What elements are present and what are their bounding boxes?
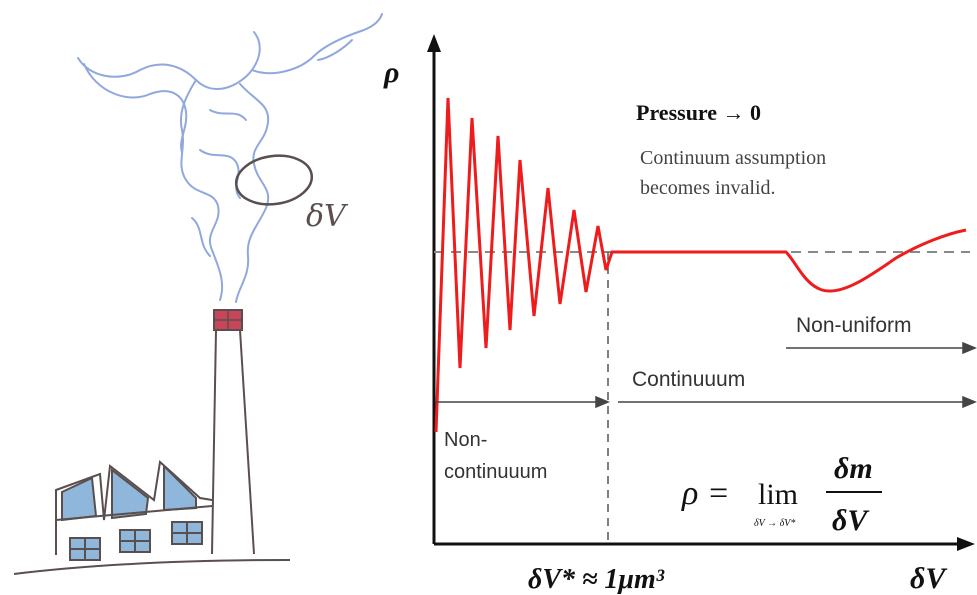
formula-lim: lim <box>758 478 798 511</box>
factory-sketch: δV <box>13 13 383 575</box>
pressure-note: Pressure → 0 Continuum assumption become… <box>636 100 826 199</box>
non-uniform-label: Non-uniform <box>796 314 912 337</box>
chimney <box>211 309 255 555</box>
density-formula: ρ = lim δV → δV* δm δV <box>681 452 882 537</box>
continuum-label: Continuuum <box>632 368 745 391</box>
x-axis-label: δV <box>910 562 948 595</box>
non-continuum-label-line1: Non- <box>444 429 487 451</box>
pressure-note-line2: becomes invalid. <box>640 177 776 199</box>
ground-line <box>13 559 291 575</box>
formula-denominator: δV <box>832 504 870 537</box>
density-plot: ρ δV δV* ≈ 1μm³ Pressure → 0 Continuum a… <box>383 34 977 595</box>
x-marker-label: δV* ≈ 1μm³ <box>528 564 665 595</box>
formula-lhs: ρ = <box>681 475 730 512</box>
smoke-plume <box>77 13 383 303</box>
factory-building <box>55 460 213 555</box>
probe-volume-label: δV <box>306 199 349 234</box>
factory-windows <box>69 521 203 561</box>
pressure-note-title: Pressure → 0 <box>636 100 761 125</box>
formula-numerator: δm <box>834 452 873 485</box>
pressure-note-line1: Continuum assumption <box>640 147 826 169</box>
y-axis-arrowhead <box>427 34 441 52</box>
formula-lim-subscript: δV → δV* <box>754 518 795 529</box>
region-arrows <box>436 341 977 409</box>
probe-volume-ellipse <box>234 154 314 206</box>
non-continuum-label-line2: continuuum <box>444 461 547 483</box>
x-axis-arrowhead <box>957 537 975 551</box>
density-curve <box>434 97 967 433</box>
y-axis-label: ρ <box>383 56 399 89</box>
